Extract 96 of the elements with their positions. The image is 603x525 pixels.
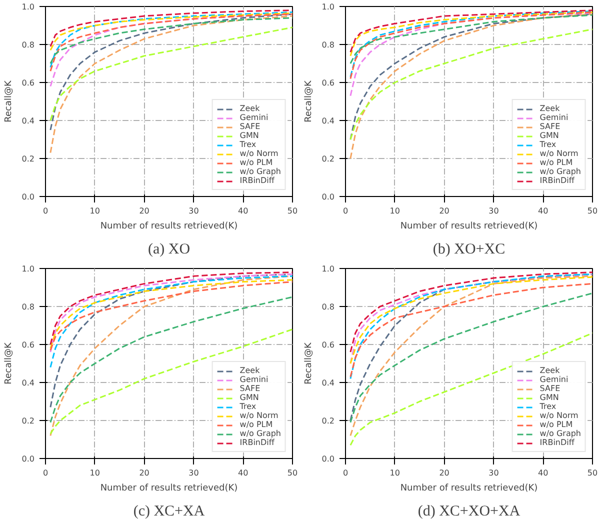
- x-tick-label: 50: [587, 206, 598, 216]
- legend-label: w/o Norm: [240, 149, 278, 158]
- y-tick-label: 1.0: [22, 264, 35, 274]
- legend-label: Zeek: [540, 104, 560, 113]
- x-tick-label: 40: [538, 206, 548, 216]
- text: (d) XC+XO+XA: [418, 504, 520, 520]
- legend-label: SAFE: [240, 384, 260, 393]
- x-tick-label: 10: [390, 206, 400, 216]
- legend-label: w/o Norm: [240, 411, 278, 420]
- y-tick-label: 0.0: [322, 192, 335, 202]
- y-tick-label: 0.6: [22, 340, 35, 350]
- legend-label: w/o Norm: [540, 411, 578, 420]
- legend-label: Gemini: [240, 113, 268, 122]
- y-tick-label: 0.6: [22, 78, 35, 88]
- text: (a) XO: [148, 242, 190, 258]
- legend-label: IRBinDiff: [540, 438, 574, 447]
- legend-label: Trex: [240, 402, 258, 411]
- x-tick-label: 0: [42, 206, 48, 216]
- y-tick-label: 0.2: [22, 416, 35, 426]
- x-tick-label: 30: [188, 206, 199, 216]
- y-tick-label: 1.0: [322, 264, 335, 274]
- legend-label: Zeek: [240, 366, 260, 375]
- y-tick-label: 0.8: [322, 40, 335, 50]
- y-tick-label: 0.8: [22, 40, 35, 50]
- x-tick-label: 50: [287, 468, 298, 478]
- legend-label: w/o Norm: [540, 149, 578, 158]
- x-tick-label: 40: [238, 468, 248, 478]
- x-axis-title: Number of results retrieved(K): [400, 484, 538, 494]
- x-axis-title: Number of results retrieved(K): [100, 222, 238, 232]
- x-tick-label: 0: [342, 206, 348, 216]
- y-axis-title: Recall@K: [304, 342, 314, 384]
- legend-label: w/o PLM: [540, 420, 573, 429]
- y-tick-label: 1.0: [322, 2, 335, 12]
- x-tick-label: 10: [90, 468, 100, 478]
- y-tick-label: 0.0: [322, 454, 335, 464]
- x-tick-label: 20: [139, 206, 150, 216]
- legend-label: w/o PLM: [540, 158, 573, 167]
- y-tick-label: 0.0: [22, 192, 35, 202]
- legend-label: Trex: [540, 402, 558, 411]
- y-tick-label: 0.2: [322, 416, 335, 426]
- x-tick-label: 20: [439, 468, 450, 478]
- legend-label: Trex: [240, 140, 258, 149]
- text: (b) XO+XC: [432, 242, 506, 258]
- legend-label: Trex: [540, 140, 558, 149]
- x-tick-label: 20: [139, 468, 150, 478]
- legend-label: Gemini: [540, 113, 568, 122]
- y-axis-title: Recall@K: [4, 342, 14, 384]
- x-axis-title: Number of results retrieved(K): [100, 484, 238, 494]
- x-tick-label: 50: [287, 206, 298, 216]
- legend-label: IRBinDiff: [240, 176, 274, 185]
- legend-label: w/o Graph: [240, 429, 281, 438]
- legend-label: SAFE: [540, 122, 560, 131]
- text: (c) XC+XA: [133, 504, 205, 520]
- legend-label: Gemini: [240, 375, 268, 384]
- x-tick-label: 0: [342, 468, 348, 478]
- x-tick-label: 30: [488, 468, 499, 478]
- legend-label: SAFE: [540, 384, 560, 393]
- legend-label: IRBinDiff: [240, 438, 274, 447]
- x-tick-label: 20: [439, 206, 450, 216]
- y-tick-label: 0.4: [22, 378, 35, 388]
- legend-label: IRBinDiff: [540, 176, 574, 185]
- x-tick-label: 40: [238, 206, 248, 216]
- x-tick-label: 30: [488, 206, 499, 216]
- legend-label: w/o Graph: [540, 167, 581, 176]
- y-tick-label: 1.0: [22, 2, 35, 12]
- legend-label: w/o PLM: [240, 420, 273, 429]
- legend-label: w/o PLM: [240, 158, 273, 167]
- x-tick-label: 30: [188, 468, 199, 478]
- y-axis-title: Recall@K: [4, 80, 14, 122]
- y-tick-label: 0.2: [322, 154, 335, 164]
- legend-label: GMN: [240, 131, 260, 140]
- legend-label: GMN: [540, 131, 560, 140]
- y-tick-label: 0.4: [322, 116, 335, 126]
- x-axis-title: Number of results retrieved(K): [400, 222, 538, 232]
- y-axis-title: Recall@K: [304, 80, 314, 122]
- x-tick-label: 10: [90, 206, 100, 216]
- legend-label: SAFE: [240, 122, 260, 131]
- y-tick-label: 0.0: [22, 454, 35, 464]
- y-tick-label: 0.8: [322, 302, 335, 312]
- y-tick-label: 0.4: [22, 116, 35, 126]
- x-tick-label: 40: [538, 468, 548, 478]
- legend-label: Zeek: [240, 104, 260, 113]
- x-tick-label: 10: [390, 468, 400, 478]
- y-tick-label: 0.4: [322, 378, 335, 388]
- legend-label: GMN: [240, 393, 260, 402]
- y-tick-label: 0.6: [322, 340, 335, 350]
- legend-label: Gemini: [540, 375, 568, 384]
- legend-label: w/o Graph: [540, 429, 581, 438]
- y-tick-label: 0.2: [22, 154, 35, 164]
- y-tick-label: 0.6: [322, 78, 335, 88]
- y-tick-label: 0.8: [22, 302, 35, 312]
- x-tick-label: 50: [587, 468, 598, 478]
- legend-label: w/o Graph: [240, 167, 281, 176]
- legend-label: Zeek: [540, 366, 560, 375]
- x-tick-label: 0: [42, 468, 48, 478]
- legend-label: GMN: [540, 393, 560, 402]
